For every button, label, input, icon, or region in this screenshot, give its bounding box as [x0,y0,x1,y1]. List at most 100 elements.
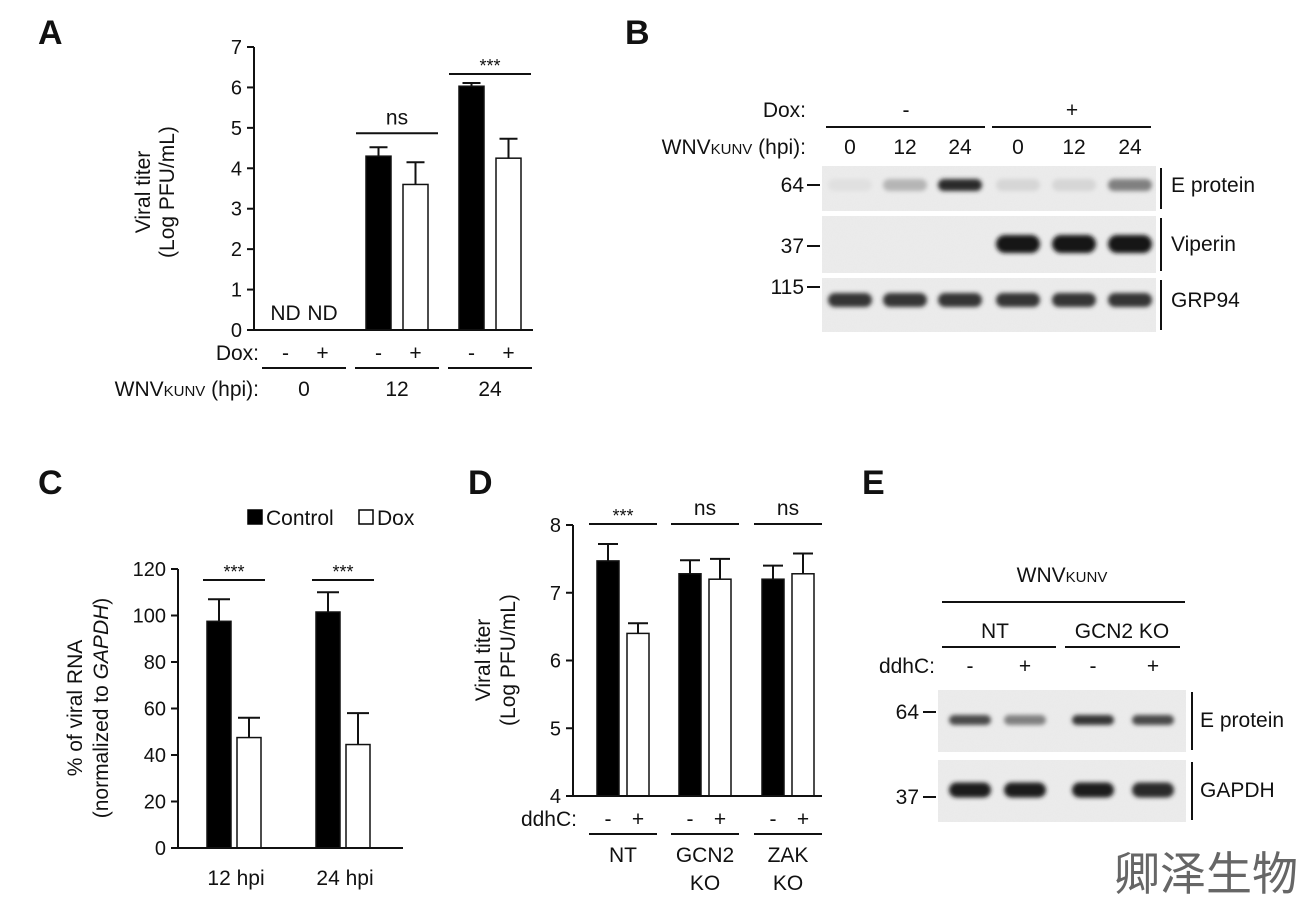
panel-e-band-0-1 [1004,715,1046,725]
panel-a-bar-1-1 [402,183,429,331]
panel-b-band-0-2 [938,179,982,191]
panel-d-error-2-0 [763,564,783,580]
panel-b-strip-texture-0 [822,166,1156,211]
panel-b-band-1-4 [1052,235,1096,253]
panel-c-bar-1-0 [315,611,341,849]
panel-d-bar-2-0 [761,578,785,797]
panel-b-lane-label-2: 24 [948,136,972,159]
panel-b-western-blot: Dox: - + WNVKUNV (hpi): 0 12 24 0 12 24 E pro… [662,99,1255,332]
panel-b-band-0-4 [1052,179,1096,191]
panel-a-dox-mark-1-0: - [375,342,382,365]
panel-d-group-label-0: NT [609,844,637,867]
panel-b-band-2-0 [828,293,872,307]
panel-b-dox-label: Dox: [763,99,806,122]
panel-d-group-label2-2: KO [773,872,803,895]
panel-b-group-minus: - [903,99,910,122]
panel-c-bar-0-1 [236,736,262,849]
panel-d-group-label-2: ZAK [768,844,809,867]
legend-swatch-dox [358,509,374,525]
panel-b-row-label-1: Viperin [1171,233,1236,256]
panel-a-sig-1-label: ns [386,106,408,129]
panel-a-dox-mark-2-0: - [468,342,475,365]
panel-a-nd-0-0: ND [270,302,300,325]
panel-c-ytick-label-1: 20 [144,792,166,814]
panel-b-marker-0: 64 [781,174,805,197]
panel-c-error-1-1 [347,712,369,745]
panel-c-ytick-label-4: 80 [144,652,166,674]
panel-e-marker-0: 64 [896,701,920,724]
panel-c-ylabel-line1: % of viral RNA [64,640,87,777]
panel-b-band-2-4 [1052,293,1096,307]
panel-a-dox-label: Dox: [216,342,259,365]
panel-b-band-2-3 [996,293,1040,307]
panel-a-ytick-label-5: 5 [231,118,242,140]
panel-d-ytick-label-0: 4 [550,786,561,808]
panel-b-band-0-5 [1108,179,1152,191]
panel-a-group-label-0: 0 [298,378,310,401]
panel-d-ddhc-mark-0-0: - [605,808,612,831]
panel-e-group-gcn2: GCN2 KO [1075,620,1170,643]
panel-d-ytick-label-4: 8 [550,515,561,537]
panel-d-ddhc-mark-1-0: - [687,808,694,831]
panel-d-sig-2-label: ns [777,497,799,520]
panel-d-ytick-label-2: 6 [550,651,561,673]
panel-a-ytick-label-7: 7 [231,37,242,59]
panel-c-ytick-label-0: 0 [155,838,166,860]
panel-c-error-1-0 [317,591,339,613]
panel-d-chart: Viral titer (Log PFU/mL) 4 5 6 7 8 *** ns ns d… [472,497,822,895]
panel-b-lane-label-5: 24 [1118,136,1142,159]
panel-d-ddhc-label: ddhC: [521,808,577,831]
panel-e-lane-label-3: + [1147,655,1159,678]
panel-a-bar-2-1 [495,157,522,331]
panel-a-sig-2-label: *** [479,56,500,76]
panel-label-e: E [862,464,885,502]
panel-b-lane-label-1: 12 [893,136,916,159]
panel-d-error-1-0 [680,559,700,574]
legend-label-dox: Dox [377,507,415,530]
panel-b-lane-label-0: 0 [844,136,856,159]
panel-e-band-1-1 [1004,782,1046,798]
panel-c-ytick-label-5: 100 [133,606,166,628]
panel-a-dox-mark-1-1: + [409,342,421,365]
legend-swatch-control [247,509,263,525]
panel-a-error-1-1 [406,161,425,185]
panel-a-error-2-0 [462,81,481,87]
panel-c-group-label-1: 24 hpi [316,867,373,890]
panel-c-sig-1-label: *** [332,562,353,582]
panel-c-chart: % of viral RNA (normalized to GAPDH) Con… [64,507,415,890]
panel-a-dox-mark-0-0: - [282,342,289,365]
panel-e-band-1-3 [1132,782,1174,798]
panel-d-sig-1-label: ns [694,497,716,520]
panel-d-bar-1-1 [708,578,732,797]
panel-a-ytick-label-3: 3 [231,199,242,221]
panel-e-group-nt: NT [981,620,1009,643]
panel-d-bar-0-0 [596,560,620,797]
panel-e-wnv-header: WNVKUNV [1017,564,1108,587]
panel-d-error-0-1 [628,622,648,634]
panel-b-marker-1: 37 [781,235,804,258]
panel-a-ylabel-line1: Viral titer [132,151,155,233]
panel-c-ytick-label-2: 40 [144,745,166,767]
panel-d-ytick-label-1: 5 [550,718,561,740]
panel-d-error-2-1 [793,552,813,574]
panel-a-group-label-2: 24 [478,378,502,401]
panel-c-bar-1-1 [345,743,371,849]
panel-a-dox-mark-2-1: + [502,342,514,365]
panel-a-bar-2-0 [458,85,485,331]
panel-b-marker-2: 115 [771,276,804,299]
panel-d-ddhc-mark-2-1: + [797,808,809,831]
panel-d-sig-0-label: *** [612,506,633,526]
panel-d-bar-0-1 [626,632,650,797]
panel-e-lane-label-2: - [1090,655,1097,678]
panel-e-marker-1: 37 [896,786,919,809]
panel-e-band-1-0 [949,782,991,798]
watermark-text: 卿泽生物 [1114,847,1298,901]
panel-b-wnv-label: WNVKUNV (hpi): [662,136,806,159]
panel-label-c: C [38,464,63,502]
panel-a-ytick-label-4: 4 [231,158,242,180]
panel-d-error-0-0 [598,542,618,561]
panel-a-wnv-label: WNVKUNV (hpi): [115,378,259,401]
panel-e-band-0-2 [1072,715,1114,725]
